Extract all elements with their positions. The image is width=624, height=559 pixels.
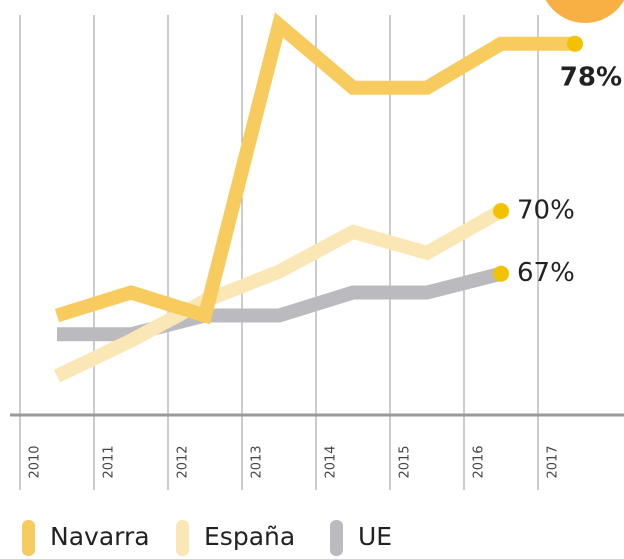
end-marker (493, 265, 509, 282)
data-label: 78% (560, 62, 622, 92)
legend-label: Navarra (50, 522, 150, 551)
decoration (545, 0, 624, 23)
legend-swatch (176, 520, 189, 556)
series-line (57, 266, 503, 342)
x-tick-label: 2010 (28, 445, 43, 478)
x-tick-label: 2012 (176, 445, 191, 478)
legend-label: España (204, 522, 295, 551)
x-tick-label: 2014 (324, 445, 339, 478)
x-tick-label: 2011 (102, 445, 117, 478)
end-marker (493, 203, 509, 219)
legend-swatch (22, 520, 35, 556)
data-label: 67% (517, 258, 575, 288)
x-tick-label: 2016 (472, 445, 487, 478)
x-tick-label: 2015 (398, 445, 413, 478)
end-marker (567, 35, 583, 52)
series-line (54, 12, 575, 325)
series-line (53, 204, 505, 383)
legend-swatch (330, 520, 343, 556)
x-tick-label: 2013 (250, 445, 265, 478)
data-label: 70% (517, 196, 575, 226)
x-tick-label: 2017 (546, 445, 561, 478)
legend-label: UE (358, 522, 392, 551)
